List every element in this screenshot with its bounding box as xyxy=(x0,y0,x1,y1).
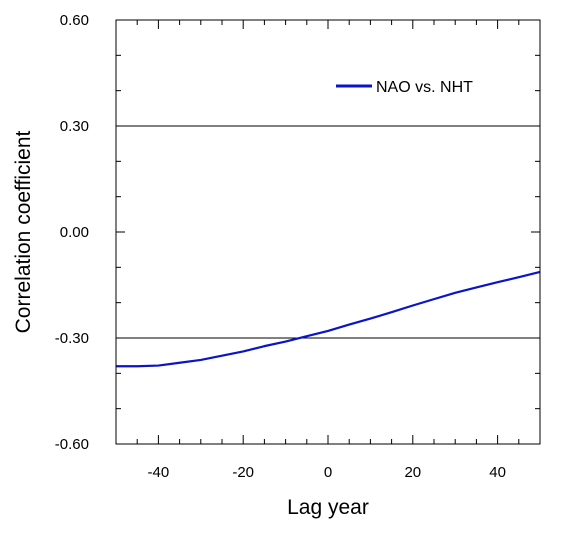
axis-ticks xyxy=(115,19,541,445)
y-axis-title: Correlation coefficient xyxy=(12,130,35,333)
y-tick-label: -0.30 xyxy=(55,330,89,347)
y-tick-label: 0.60 xyxy=(60,12,89,29)
x-tick-label: -40 xyxy=(148,464,170,481)
series-layer xyxy=(116,270,541,368)
series-line xyxy=(116,270,541,368)
reference-lines xyxy=(116,125,540,339)
y-tick-label: 0.30 xyxy=(60,118,89,135)
y-tick-label: -0.60 xyxy=(55,436,89,453)
x-tick-label: -20 xyxy=(232,464,254,481)
y-tick-label: 0.00 xyxy=(60,224,89,241)
tick-labels: -40 -20 0 20 40 -0.60 -0.30 0.00 0.30 0.60 xyxy=(55,12,506,481)
legend-label: NAO vs. NHT xyxy=(376,79,473,96)
x-tick-label: 40 xyxy=(489,464,506,481)
x-tick-label: 0 xyxy=(324,464,332,481)
plot-frame xyxy=(115,19,541,445)
x-axis-title: Lag year xyxy=(287,496,369,519)
legend: NAO vs. NHT xyxy=(336,79,473,96)
x-tick-label: 20 xyxy=(404,464,421,481)
